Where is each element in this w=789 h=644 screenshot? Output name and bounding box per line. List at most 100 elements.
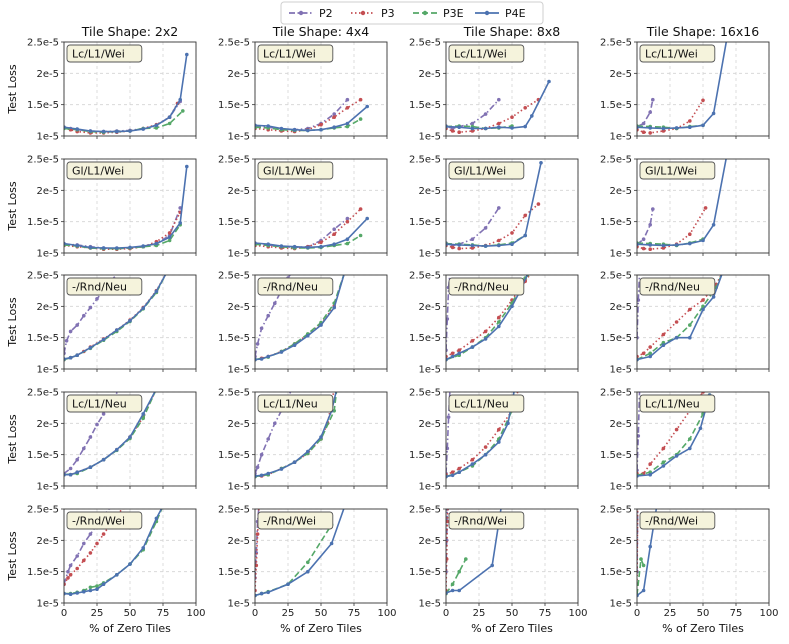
data-point-p3: [470, 339, 475, 343]
data-point-p3: [497, 121, 501, 126]
data-point-p2: [118, 387, 122, 391]
y-tick-label: 1e-5: [228, 249, 251, 260]
panel-r3-c1: Lc/L1/Neu 1e-5 1.5e-5 2e-5 2.5e-5: [218, 388, 388, 493]
data-point-p3: [470, 457, 475, 462]
data-point-p4e: [266, 354, 271, 359]
y-tick-label: 1e-5: [610, 249, 633, 260]
y-tick-label: 2.5e-5: [409, 38, 441, 49]
panel-r1-c1: Gl/L1/Wei 1e-5 1.5e-5 2e-5 2.5e-5: [218, 155, 388, 260]
data-point-p3e: [464, 557, 468, 561]
x-tick-label: 50: [697, 608, 710, 619]
data-point-p4e: [547, 79, 551, 84]
data-point-p3: [82, 558, 86, 563]
y-tick-label: 1.5e-5: [27, 567, 59, 578]
data-point-p4e: [75, 470, 79, 475]
data-point-p4e: [88, 245, 93, 250]
y-tick-label: 2.5e-5: [218, 505, 250, 516]
data-point-p3: [674, 320, 679, 324]
data-point-p3: [332, 115, 337, 119]
data-point-p3: [648, 345, 652, 349]
data-point-p2: [332, 227, 337, 231]
row-label-text: Lc/L1/Wei: [645, 48, 698, 61]
data-point-p3: [483, 329, 488, 334]
data-point-p4e: [141, 546, 145, 550]
y-tick-label: 1.5e-5: [218, 567, 250, 578]
y-tick-label: 2e-5: [37, 69, 60, 80]
column-title: Tile Shape: 8x8: [463, 24, 561, 39]
data-point-p4e: [101, 246, 106, 250]
data-point-p2: [448, 270, 452, 274]
data-point-p2: [470, 237, 475, 241]
data-point-p3: [358, 207, 363, 211]
y-tick-label: 1e-5: [419, 132, 442, 143]
data-point-p4e: [88, 345, 93, 350]
data-point-p4e: [523, 233, 527, 238]
series-line-p4e: [637, 275, 723, 361]
data-point-p4e: [155, 387, 159, 391]
data-point-p3: [688, 119, 692, 123]
panel-r2-c2: -/Rnd/Neu 1e-5 1.5e-5 2e-5 2.5e-5: [409, 270, 579, 376]
y-tick-label: 1e-5: [610, 482, 633, 493]
data-point-p2: [82, 313, 86, 318]
data-point-p3: [167, 231, 172, 235]
data-point-p2: [75, 554, 79, 558]
data-point-p4e: [490, 563, 495, 568]
row-label-text: Lc/L1/Neu: [454, 398, 509, 411]
y-tick-label: 1e-5: [228, 599, 251, 610]
data-point-p2: [66, 569, 70, 574]
data-point-p4e: [306, 569, 310, 574]
data-point-p4e: [259, 473, 264, 478]
data-point-p4e: [510, 242, 514, 246]
data-point-p4e: [329, 541, 334, 546]
data-point-p4e: [721, 270, 725, 274]
series-line-p3: [255, 392, 335, 478]
data-point-p4e: [279, 126, 284, 131]
data-point-p4e: [68, 355, 73, 360]
data-point-p4e: [457, 470, 462, 475]
data-point-p3: [345, 219, 350, 224]
y-tick-label: 2e-5: [419, 536, 442, 547]
data-point-p4e: [167, 115, 172, 119]
panel-r4-c2: -/Rnd/Wei 1e-5 1.5e-5 2e-5 2.5e-5 0 25 50 75 100%…: [409, 505, 588, 636]
legend-label-p2: P2: [319, 7, 333, 20]
series-group: [64, 164, 189, 251]
y-tick-label: 1.5e-5: [218, 217, 250, 228]
data-point-p4e: [688, 241, 692, 246]
data-point-p4e: [306, 128, 310, 133]
data-point-p2: [88, 435, 93, 439]
panel-r1-c2: Gl/L1/Wei 1e-5 1.5e-5 2e-5 2.5e-5: [409, 155, 579, 260]
data-point-p3: [636, 504, 640, 508]
data-point-p3e: [154, 126, 159, 130]
column-title: Tile Shape: 2x2: [81, 24, 179, 39]
data-point-p2: [483, 226, 488, 230]
data-point-p3: [530, 270, 534, 274]
data-point-p2: [259, 326, 264, 331]
data-point-p3e: [165, 270, 169, 274]
legend-label-p3: P3: [381, 7, 395, 20]
data-point-p3: [319, 122, 323, 127]
y-tick-label: 1e-5: [419, 249, 442, 260]
legend-label-p4e: P4E: [505, 7, 526, 20]
data-point-p4e: [530, 114, 534, 118]
data-point-p3: [255, 532, 260, 536]
data-point-p3e: [181, 109, 185, 113]
data-point-p3e: [332, 409, 337, 413]
data-point-p3e: [641, 563, 646, 568]
row-label-text: Gl/L1/Wei: [263, 165, 315, 178]
row-label-text: Lc/L1/Neu: [263, 398, 318, 411]
data-point-p4e: [698, 426, 703, 431]
y-tick-label: 2.5e-5: [27, 155, 59, 166]
series-line-p2: [255, 275, 291, 357]
series-group: [255, 509, 345, 598]
data-point-p4e: [128, 318, 132, 323]
panel-r4-c1: -/Rnd/Wei 1e-5 1.5e-5 2e-5 2.5e-5 0 25 50 75 100%…: [218, 505, 397, 636]
y-tick-label: 1e-5: [228, 365, 251, 376]
data-point-p3: [457, 348, 462, 353]
row-label-text: Lc/L1/Neu: [72, 398, 127, 411]
data-point-p2: [68, 329, 73, 334]
data-point-p4e: [75, 243, 79, 248]
y-tick-label: 2e-5: [419, 69, 442, 80]
row-label-box: [639, 511, 716, 530]
x-axis-label: % of Zero Tiles: [89, 622, 171, 635]
